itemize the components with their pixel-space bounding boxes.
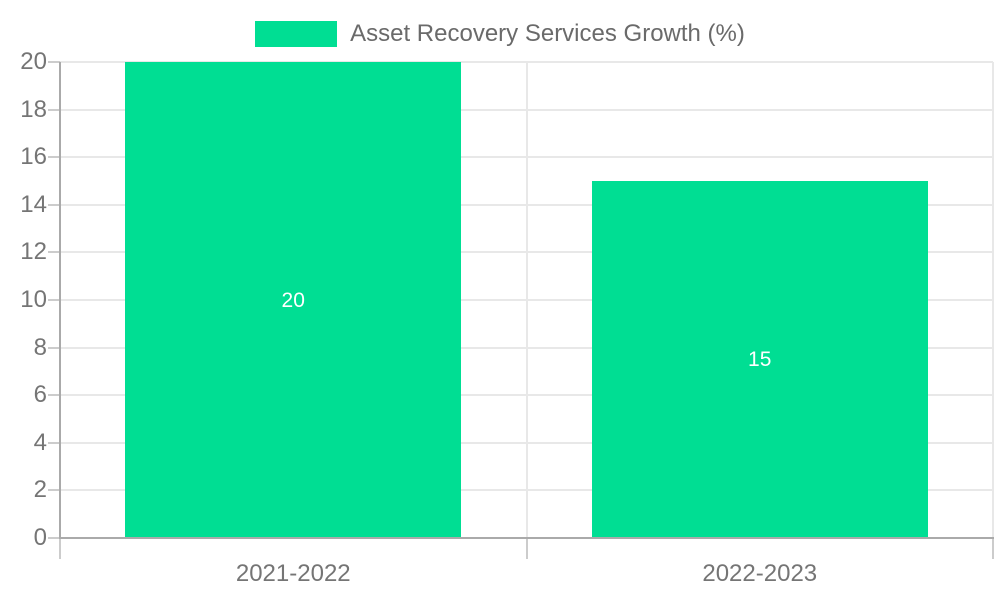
y-axis-tick-label: 2 (33, 476, 47, 504)
y-axis-tick (48, 203, 60, 206)
plot-area: 20 15 (48, 61, 994, 559)
y-axis-tick (48, 61, 60, 63)
y-axis-tick-label: 20 (20, 48, 47, 75)
gridline-vertical (525, 62, 528, 538)
y-axis-tick-label: 12 (20, 238, 47, 266)
y-axis-tick-label: 10 (20, 286, 47, 313)
legend[interactable]: Asset Recovery Services Growth (%) (0, 21, 1000, 47)
y-axis-tick-label: 18 (20, 95, 47, 123)
x-axis-tick (525, 538, 528, 559)
y-axis-tick (48, 489, 60, 492)
bar-value-label: 20 (281, 288, 305, 312)
x-category-label: 2022-2023 (702, 560, 818, 587)
x-axis-line (59, 537, 994, 539)
y-axis-tick (48, 251, 60, 254)
x-axis-labels: 2021-2022 2022-2023 (60, 560, 993, 592)
bar[interactable]: 15 (591, 181, 928, 538)
y-axis-line (59, 62, 61, 538)
y-axis-tick-label: 4 (33, 428, 47, 456)
y-axis-tick-label: 8 (33, 333, 47, 361)
y-axis-tick-label: 16 (20, 143, 47, 171)
x-category-label: 2021-2022 (235, 560, 351, 587)
y-axis-tick-label: 14 (20, 190, 47, 218)
bar[interactable]: 20 (125, 62, 462, 538)
y-axis-tick (48, 346, 60, 349)
y-axis-labels: 0 2 4 6 8 10 12 14 16 18 20 (0, 50, 47, 550)
x-axis-tick (59, 538, 61, 559)
y-axis-tick (48, 441, 60, 444)
legend-label: Asset Recovery Services Growth (%) (350, 20, 745, 47)
gridline-vertical (992, 62, 994, 538)
bar-value-label: 15 (748, 348, 772, 371)
y-axis-tick-label: 0 (33, 524, 47, 551)
y-axis-tick-label: 6 (33, 381, 47, 409)
y-axis-tick (48, 537, 60, 539)
y-axis-tick (48, 299, 60, 301)
x-axis-tick (992, 538, 994, 559)
y-axis-tick (48, 156, 60, 159)
y-axis-tick (48, 394, 60, 397)
y-axis-tick (48, 108, 60, 111)
legend-swatch-icon (255, 21, 338, 47)
